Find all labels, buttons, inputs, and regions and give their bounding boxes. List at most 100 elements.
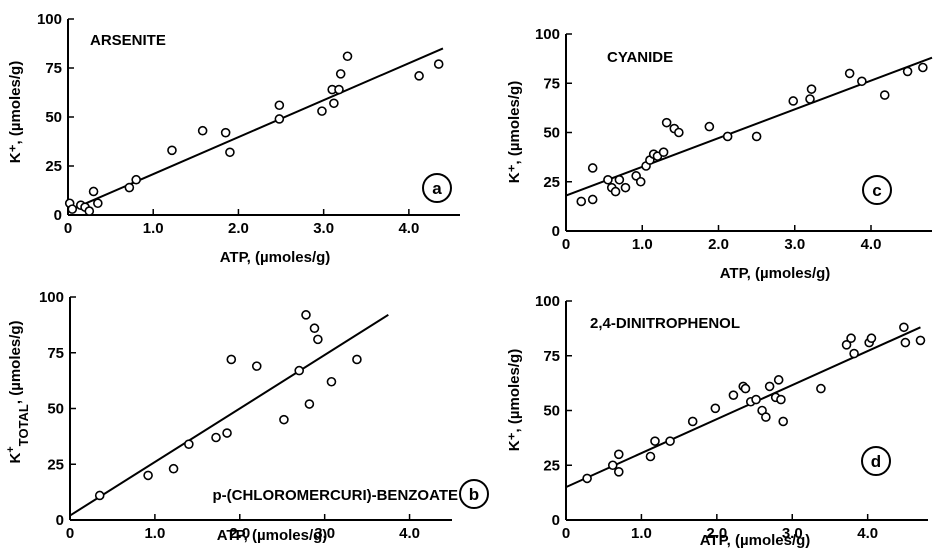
panel-d-y-tick-label: 50 — [543, 403, 560, 420]
panel-d-ylabel: K⁺, (µmoles/g) — [506, 349, 523, 451]
panel-c-data-point — [635, 176, 646, 187]
panel-d-data-point — [740, 383, 751, 394]
panel-a-x-tick-label: 2.0 — [228, 220, 249, 237]
panel-c-data-point — [587, 163, 598, 173]
panel-b-data-point — [352, 354, 362, 365]
panel-c-data-point — [603, 174, 613, 185]
panel-b-data-point — [294, 365, 305, 376]
panel-b-data-point — [184, 439, 194, 449]
panel-d-annotation: 2,4-DINITROPHENOL — [590, 315, 740, 332]
panel-b-data-point — [326, 376, 337, 387]
panel-c-x-tick-label: 2.0 — [708, 236, 729, 253]
panel-c-data-point — [805, 94, 815, 104]
panel-c-xlabel: ATP, (µmoles/g) — [720, 265, 831, 282]
panel-d-data-point — [778, 416, 789, 427]
panel-a-data-point — [84, 206, 95, 216]
panel-a-data-point — [433, 59, 444, 69]
panel-a-annotation: ARSENITE — [90, 32, 166, 49]
panel-a-x-tick-label: 1.0 — [143, 220, 164, 237]
panel-a-data-point — [124, 182, 135, 193]
panel-c-data-point — [788, 96, 799, 106]
panel-a-data-point — [274, 100, 285, 111]
panel-d-data-point — [613, 467, 624, 477]
panel-a-y-tick-label: 100 — [37, 11, 62, 28]
panel-d-y-tick-label: 0 — [552, 512, 560, 529]
panel-d-x-tick-label: 3.0 — [782, 525, 803, 542]
panel-d-data-point — [816, 383, 826, 394]
panel-b-data-point — [226, 354, 237, 365]
panel-d-data-point — [915, 335, 926, 346]
panel-c-x-tick-label: 1.0 — [632, 236, 653, 253]
panel-b-data-point — [313, 334, 323, 345]
panel-a-y-tick-label: 75 — [45, 60, 62, 77]
panel-b-x-tick-label: 0 — [66, 525, 74, 542]
panel-b-data-point — [211, 432, 221, 443]
panel-d-y-tick-label: 75 — [543, 348, 560, 365]
panel-c-x-tick-label: 0 — [562, 236, 570, 253]
panel-d-data-point — [751, 394, 761, 405]
panel-d-data-point — [728, 390, 739, 400]
panel-d-tag: d — [861, 446, 891, 476]
panel-d-xlabel: ATP, (µmoles/g) — [700, 532, 811, 549]
panel-c-data-point — [751, 131, 762, 142]
panel-d-x-tick-label: 4.0 — [857, 525, 878, 542]
panel-a-data-point — [274, 114, 285, 124]
panel-a-x-tick-label: 0 — [64, 220, 72, 237]
panel-a-xlabel: ATP, (µmoles/g) — [220, 249, 331, 266]
panel-c-y-tick-label: 75 — [543, 75, 560, 92]
panel-a-data-point — [317, 106, 327, 116]
panel-b-y-tick-label: 100 — [39, 289, 64, 306]
panel-c-data-point — [614, 174, 625, 185]
panel-c-cyanide: CYANIDE ATP, (µmoles/g) K⁺, (µmoles/g) c… — [506, 26, 933, 282]
panel-c-y-tick-label: 50 — [543, 125, 560, 142]
panel-c-x-tick-label: 3.0 — [784, 236, 805, 253]
panel-b-tag-label: b — [469, 485, 479, 504]
panel-c-tag-label: c — [872, 181, 881, 200]
panel-a-arsenite: ARSENITE ATP, (µmoles/g) K⁺, (µmoles/g) … — [7, 11, 460, 266]
panel-b-xlabel: ATP, (µmoles/g) — [217, 527, 328, 544]
panel-a-y-tick-label: 25 — [45, 158, 62, 175]
panel-c-y-tick-label: 100 — [535, 26, 560, 43]
panel-a-data-point — [197, 125, 208, 136]
panel-c-tag: c — [862, 175, 892, 205]
panel-d-data-point — [687, 416, 698, 427]
panel-a-data-point — [167, 145, 177, 156]
panel-b-data-point — [168, 463, 179, 474]
panel-b-y-tick-label: 75 — [47, 345, 64, 362]
panel-d-x-tick-label: 0 — [562, 525, 570, 542]
panel-a-data-point — [335, 69, 346, 79]
panel-b-x-tick-label: 3.0 — [314, 525, 335, 542]
panel-c-data-point — [722, 131, 733, 142]
panel-b-tag: b — [459, 479, 489, 509]
panel-c-data-point — [674, 127, 684, 138]
panel-a-x-tick-label: 3.0 — [313, 220, 334, 237]
panel-c-data-point — [918, 62, 928, 73]
panel-b-x-tick-label: 1.0 — [144, 525, 165, 542]
panel-a-tag: a — [422, 173, 452, 203]
panel-d-data-point — [776, 394, 786, 405]
panel-a-data-point — [342, 51, 353, 62]
panel-d-y-tick-label: 100 — [535, 293, 560, 310]
panel-b-data-point — [304, 399, 315, 409]
panel-b-data-point — [309, 323, 320, 334]
panel-d-x-tick-label: 1.0 — [631, 525, 652, 542]
panel-c-data-point — [661, 117, 672, 128]
panel-b-fit-line — [69, 313, 389, 517]
panel-b-data-point — [94, 490, 105, 501]
panel-a-data-point — [131, 174, 141, 185]
panel-c-data-point — [576, 196, 587, 207]
panel-a-y-tick-label: 0 — [54, 207, 62, 224]
panel-b-data-point — [279, 414, 289, 425]
panel-a-x-tick-label: 4.0 — [398, 220, 419, 237]
panel-d-data-point — [665, 436, 675, 446]
panel-a-data-point — [329, 98, 339, 109]
panel-b-y-tick-label: 25 — [47, 456, 64, 473]
panel-b-data-point — [222, 428, 232, 438]
panel-b-data-point — [143, 470, 153, 481]
panel-c-data-point — [620, 182, 631, 193]
panel-d-data-point — [764, 381, 775, 392]
panel-d-data-point — [613, 449, 624, 460]
panel-b-data-point — [251, 361, 262, 371]
panel-a-tag-label: a — [432, 179, 442, 198]
panel-a-fit-line — [67, 47, 444, 212]
